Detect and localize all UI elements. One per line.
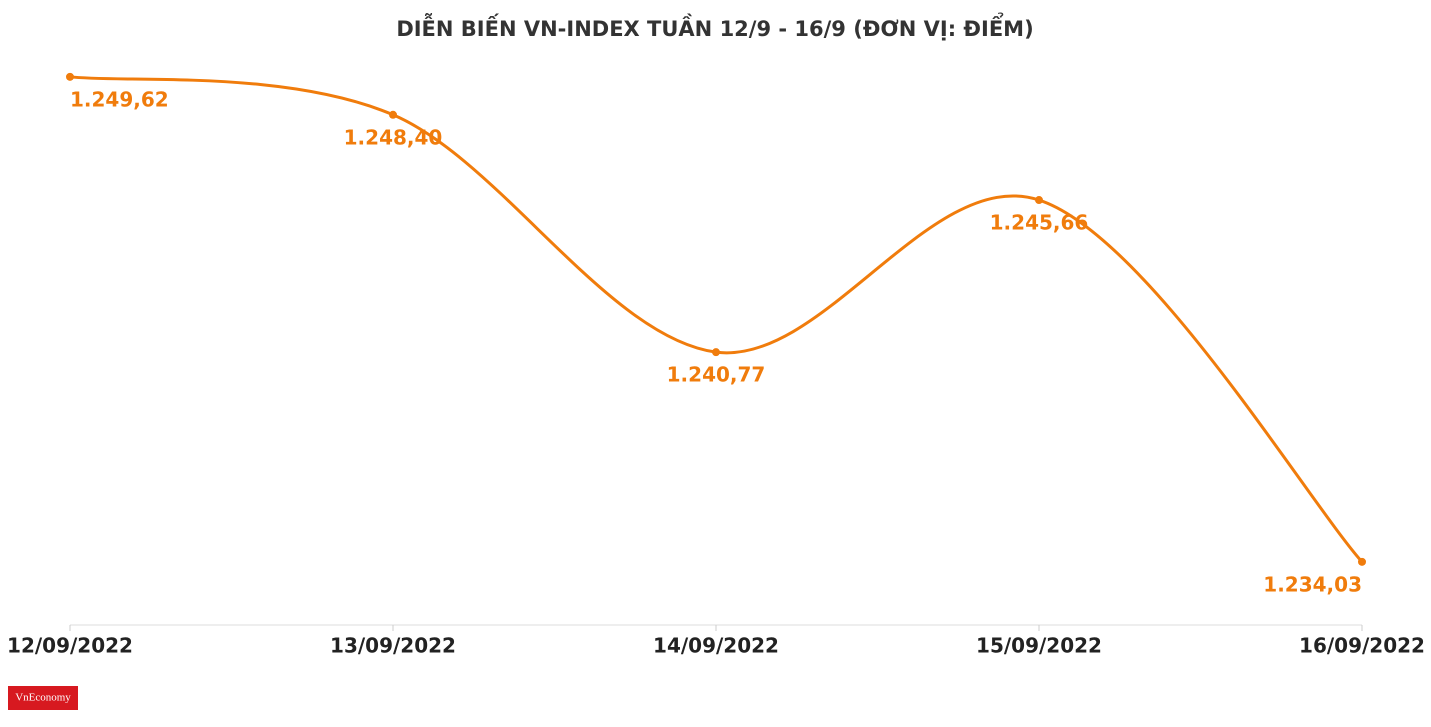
value-label: 1.249,62 (70, 87, 169, 111)
point (1035, 196, 1043, 205)
logo: VnEconomy (15, 692, 71, 704)
point (66, 72, 74, 81)
logo-box (8, 686, 78, 710)
x-tick-label: 12/09/2022 (7, 634, 133, 658)
line (69, 75, 1364, 563)
x-tick-label: 15/09/2022 (976, 634, 1102, 658)
x-tick-label: 16/09/2022 (1299, 634, 1425, 658)
value-label: 1.240,77 (667, 363, 766, 387)
value-label: 1.245,66 (990, 211, 1089, 235)
point (712, 348, 720, 357)
x-tick-label: 13/09/2022 (330, 634, 456, 658)
chart-title: DIỄN BIẾN VN-INDEX TUẦN 12/9 - 16/9 (ĐƠN… (396, 13, 1033, 41)
point (1358, 557, 1366, 566)
x-tick-label: 14/09/2022 (653, 634, 779, 658)
point (389, 110, 397, 119)
value-label: 1.248,40 (344, 125, 443, 149)
value-label: 1.234,03 (1263, 572, 1362, 596)
